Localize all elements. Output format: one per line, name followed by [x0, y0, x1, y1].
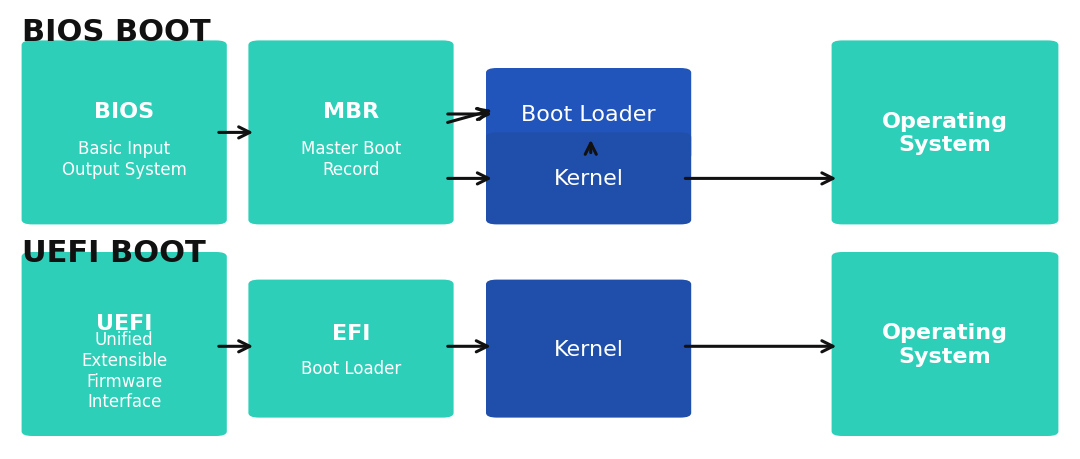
Text: MBR: MBR [323, 102, 379, 122]
FancyBboxPatch shape [486, 69, 691, 161]
Text: BIOS BOOT: BIOS BOOT [22, 18, 211, 47]
Text: Operating
System: Operating System [882, 112, 1008, 155]
Text: Operating
System: Operating System [882, 323, 1008, 366]
Text: Boot Loader: Boot Loader [301, 359, 401, 377]
Text: Kernel: Kernel [554, 339, 623, 359]
Text: Unified
Extensible
Firmware
Interface: Unified Extensible Firmware Interface [81, 330, 167, 410]
FancyBboxPatch shape [832, 252, 1058, 436]
FancyBboxPatch shape [486, 133, 691, 225]
Text: UEFI: UEFI [96, 313, 152, 333]
FancyBboxPatch shape [248, 41, 454, 225]
Text: Boot Loader: Boot Loader [522, 105, 656, 125]
FancyBboxPatch shape [832, 41, 1058, 225]
FancyBboxPatch shape [486, 280, 691, 418]
FancyBboxPatch shape [22, 252, 227, 436]
Text: Kernel: Kernel [554, 169, 623, 189]
FancyBboxPatch shape [248, 280, 454, 418]
Text: Master Boot
Record: Master Boot Record [301, 140, 401, 179]
FancyBboxPatch shape [22, 41, 227, 225]
Text: BIOS: BIOS [94, 102, 154, 122]
Text: EFI: EFI [332, 324, 370, 343]
Text: UEFI BOOT: UEFI BOOT [22, 239, 205, 268]
Text: Basic Input
Output System: Basic Input Output System [62, 140, 187, 179]
